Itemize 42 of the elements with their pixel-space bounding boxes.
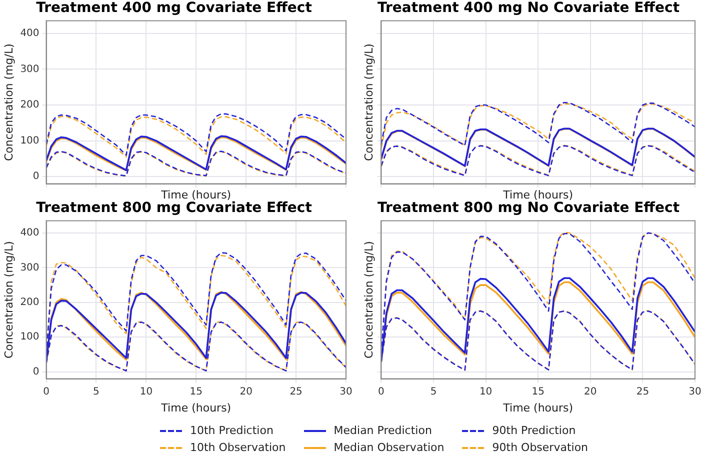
legend-label: 90th Prediction <box>492 424 576 437</box>
x-tick-label: 30 <box>340 386 352 398</box>
x-axis-title: Time (hours) <box>502 401 574 414</box>
x-tick-label: 25 <box>290 386 302 398</box>
x-tick-label: 10 <box>479 386 492 398</box>
x-tick-label: 15 <box>190 386 203 398</box>
chart-title: Treatment 800 mg Covariate Effect <box>36 200 312 216</box>
x-tick-label: 15 <box>532 386 544 398</box>
x-tick-label: 10 <box>140 386 153 398</box>
x-tick-label: 30 <box>688 386 702 398</box>
y-axis-title: Concentration (mg/L) <box>362 241 376 359</box>
y-tick-label: 0 <box>32 171 40 182</box>
y-axis-title: Concentration (mg/L) <box>362 44 376 162</box>
chart-title: Treatment 400 mg No Covariate Effect <box>377 0 680 16</box>
y-tick-label: 300 <box>20 64 40 75</box>
x-axis-title: Time (hours) <box>160 401 232 414</box>
legend-label: 10th Prediction <box>190 424 274 437</box>
x-tick-label: 5 <box>93 386 100 398</box>
chart-title: Treatment 400 mg Covariate Effect <box>36 0 312 16</box>
x-tick-label: 0 <box>43 386 50 398</box>
legend-label: 90th Observation <box>492 441 588 454</box>
x-tick-label: 0 <box>378 386 384 398</box>
x-tick-label: 20 <box>240 386 252 398</box>
y-tick-label: 100 <box>20 332 40 343</box>
chart-title: Treatment 800 mg No Covariate Effect <box>377 200 680 216</box>
legend-label: Median Prediction <box>334 424 432 437</box>
x-tick-label: 5 <box>430 386 437 398</box>
y-tick-label: 0 <box>32 366 40 378</box>
x-tick-label: 20 <box>584 386 597 398</box>
x-tick-label: 25 <box>636 386 650 398</box>
legend-label: Median Observation <box>334 441 444 454</box>
x-axis-title: Time (hours) <box>160 188 232 202</box>
y-tick-label: 300 <box>20 262 40 274</box>
legend-label: 10th Observation <box>190 441 286 454</box>
y-tick-label: 200 <box>20 100 40 111</box>
y-tick-label: 400 <box>20 228 40 239</box>
x-axis-title: Time (hours) <box>502 188 574 202</box>
y-axis-title: Concentration (mg/L) <box>2 44 16 162</box>
y-axis-title: Concentration (mg/L) <box>2 241 16 359</box>
y-tick-label: 200 <box>20 297 40 308</box>
y-tick-label: 400 <box>20 28 40 39</box>
y-tick-label: 100 <box>20 135 40 146</box>
